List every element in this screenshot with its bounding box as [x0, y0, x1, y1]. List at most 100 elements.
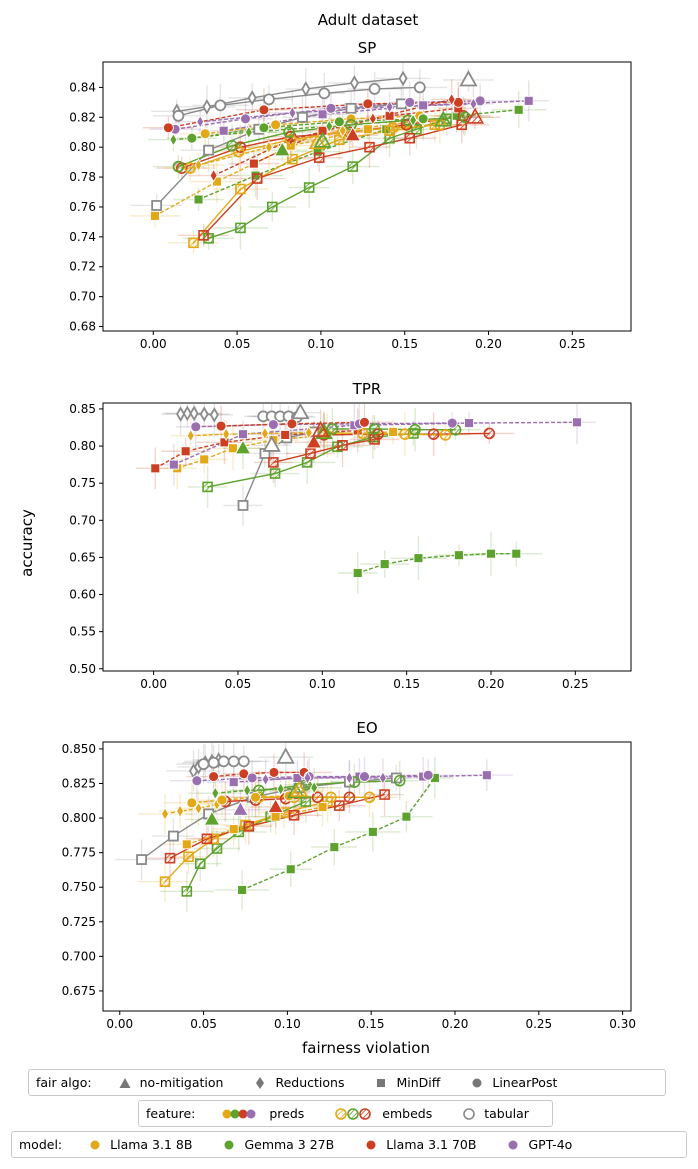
- point-reductions: [447, 92, 456, 107]
- point-linearpost: [325, 791, 337, 804]
- point-no-mitigation: [344, 126, 362, 142]
- legend-entry-linearpost: LinearPost: [470, 1075, 557, 1090]
- point-mindiff: [334, 800, 345, 811]
- point-mindiff: [183, 851, 194, 863]
- y-tick-label: 0.60: [69, 588, 96, 602]
- point-mindiff: [164, 852, 176, 864]
- point-linearpost: [359, 771, 370, 783]
- point-linearpost: [404, 96, 416, 108]
- point-reductions: [409, 113, 418, 128]
- point-linearpost: [345, 118, 357, 131]
- point-mindiff: [413, 553, 424, 564]
- point-mindiff: [388, 427, 399, 437]
- legend-entry-label: Gemma 3 27B: [244, 1137, 335, 1152]
- point-reductions: [469, 96, 478, 111]
- point-mindiff: [201, 833, 213, 845]
- point-linearpost: [356, 427, 369, 440]
- point-linearpost: [446, 417, 458, 429]
- y-tick-label: 0.850: [62, 742, 96, 756]
- x-tick-label: 0.15: [391, 337, 418, 351]
- charts-layer: SP 0.00 0.05 0.10 0.15 0.20 0.25 0.68 0.70 0.72 0.…: [62, 39, 636, 1031]
- point-reductions: [264, 140, 273, 155]
- point-reductions: [325, 119, 334, 134]
- y-tick-label: 0.85: [69, 402, 96, 416]
- plot-content: [114, 742, 513, 912]
- series-line-gpt-4o-mindiff: [233, 774, 487, 783]
- point-reductions: [260, 426, 269, 441]
- point-linearpost: [325, 102, 337, 114]
- point-mindiff: [198, 230, 209, 241]
- point-mindiff: [228, 824, 239, 835]
- y-tick-label: 0.80: [69, 140, 96, 154]
- y-tick-label: 0.775: [62, 846, 96, 860]
- legend-entry-label: embeds: [382, 1106, 433, 1121]
- legend-feature: feature: preds embeds tabular: [138, 1100, 553, 1127]
- circle-marker-icon: [366, 1140, 376, 1149]
- x-tick-label: 0.25: [525, 1017, 552, 1031]
- x-tick-label: 0.25: [562, 677, 589, 691]
- point-mindiff: [401, 811, 412, 822]
- point-mindiff: [203, 144, 215, 156]
- point-linearpost: [387, 121, 399, 134]
- point-reductions: [160, 807, 170, 821]
- chart-title: TPR: [352, 380, 382, 398]
- series-line-tabular-linearpost: [178, 86, 420, 117]
- point-linearpost: [258, 122, 270, 134]
- point-mindiff: [181, 886, 193, 897]
- legend-entry-tabular: tabular: [462, 1106, 529, 1121]
- x-tick-label: 0.10: [308, 337, 335, 351]
- series-markers: [150, 70, 534, 249]
- point-mindiff: [317, 109, 328, 120]
- legend-entry-llama-8b: Llama 3.1 8B: [88, 1137, 192, 1152]
- x-tick-label: 0.10: [274, 1017, 301, 1031]
- point-mindiff: [411, 123, 422, 135]
- point-mindiff: [194, 858, 206, 870]
- point-linearpost: [368, 83, 381, 95]
- point-mindiff: [288, 810, 300, 821]
- point-mindiff: [228, 777, 239, 788]
- point-no-mitigation: [276, 747, 295, 764]
- point-mindiff: [352, 568, 363, 578]
- chart-tpr: TPR 0.00 0.05 0.10 0.15 0.20 0.25 0.50 0.55 0.60 0…: [69, 380, 632, 691]
- point-reductions: [304, 425, 313, 440]
- plot-content: [135, 403, 596, 594]
- x-tick-label: 0.10: [309, 677, 336, 691]
- point-reductions: [199, 406, 209, 422]
- point-mindiff: [300, 796, 312, 807]
- point-mindiff: [303, 182, 315, 193]
- point-no-mitigation: [234, 439, 252, 455]
- triangle-marker-icon: [119, 1077, 131, 1088]
- y-tick-label: 0.825: [62, 776, 96, 790]
- point-linearpost: [207, 756, 220, 769]
- x-tick-label: 0.00: [140, 337, 167, 351]
- point-no-mitigation: [434, 110, 453, 127]
- point-mindiff: [379, 559, 390, 570]
- point-mindiff: [243, 821, 255, 832]
- y-tick-label: 0.84: [69, 80, 96, 94]
- point-reductions: [189, 405, 199, 422]
- point-mindiff: [345, 102, 357, 114]
- y-tick-label: 0.80: [69, 439, 96, 453]
- point-linearpost: [311, 791, 324, 804]
- legend-entry-preds: preds: [221, 1106, 304, 1121]
- point-no-mitigation: [262, 435, 281, 452]
- legend-entry-label: Reductions: [275, 1075, 345, 1090]
- point-mindiff: [364, 141, 375, 153]
- x-tick-label: 0.20: [475, 337, 502, 351]
- point-mindiff: [211, 843, 223, 854]
- legend-entry-label: LinearPost: [492, 1075, 558, 1090]
- point-mindiff: [150, 210, 160, 221]
- point-mindiff: [180, 446, 191, 457]
- point-reductions: [276, 782, 285, 796]
- y-tick-label: 0.55: [69, 625, 96, 639]
- point-reductions: [243, 783, 252, 798]
- point-no-mitigation: [466, 107, 485, 124]
- y-tick-label: 0.75: [69, 476, 96, 490]
- point-reductions: [202, 99, 212, 115]
- point-mindiff: [212, 176, 222, 187]
- point-reductions: [211, 786, 220, 801]
- point-mindiff: [181, 839, 192, 850]
- point-linearpost: [286, 418, 298, 430]
- point-mindiff: [418, 100, 429, 111]
- legend-fair-algo-label: fair algo:: [36, 1075, 92, 1090]
